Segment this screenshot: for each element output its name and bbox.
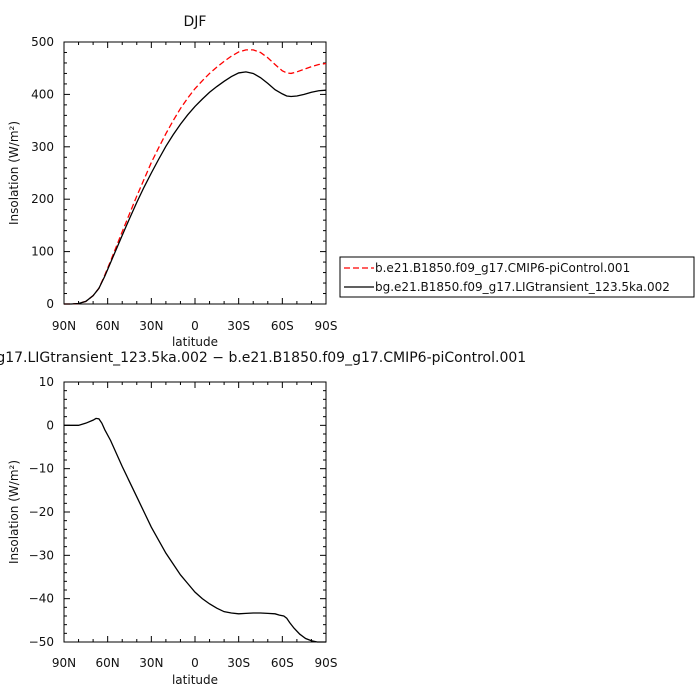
plot-frame (63, 41, 327, 305)
y-tick-label: −30 (29, 548, 54, 562)
x-tick-label: 30S (227, 656, 250, 670)
y-tick-label: −50 (29, 635, 54, 649)
y-tick-label: −20 (29, 505, 54, 519)
y-tick-label: 0 (46, 297, 54, 311)
y-tick-label: −10 (29, 462, 54, 476)
legend-label: bg.e21.B1850.f09_g17.LIGtransient_123.5k… (375, 280, 670, 294)
legend-label: b.e21.B1850.f09_g17.CMIP6-piControl.001 (375, 261, 630, 275)
x-tick-label: 90S (315, 319, 338, 333)
x-tick-label: 30N (139, 656, 163, 670)
x-tick-label: 90N (52, 656, 76, 670)
plot-frame (63, 381, 327, 643)
y-tick-label: 300 (31, 140, 54, 154)
x-tick-label: 30S (227, 319, 250, 333)
x-axis-title: latitude (172, 673, 218, 687)
x-tick-label: 60N (96, 656, 120, 670)
x-tick-label: 60S (271, 319, 294, 333)
x-tick-label: 0 (191, 319, 199, 333)
chart-title: DJF (184, 14, 207, 30)
y-tick-label: 500 (31, 35, 54, 49)
chart-title: bg.e21.B1850.f09_g17.LIGtransient_123.5k… (0, 350, 526, 366)
y-tick-label: 10 (39, 375, 54, 389)
top-panel-insolation-djf: DJF 90N 60N 30N 0 30S 60S 90S 0 100 200 300 400 500 la… (7, 14, 337, 349)
y-tick-label: 400 (31, 87, 54, 101)
x-tick-label: 30N (139, 319, 163, 333)
x-axis-title: latitude (172, 335, 218, 349)
y-axis-title: Insolation (W/m²) (7, 121, 21, 225)
y-tick-label: −40 (29, 592, 54, 606)
x-tick-label: 60N (96, 319, 120, 333)
x-tick-label: 60S (271, 656, 294, 670)
legend: b.e21.B1850.f09_g17.CMIP6-piControl.001b… (339, 256, 695, 298)
y-tick-label: 100 (31, 245, 54, 259)
y-axis-title: Insolation (W/m²) (7, 460, 21, 564)
x-tick-label: 0 (191, 656, 199, 670)
y-tick-label: 0 (46, 418, 54, 432)
y-tick-label: 200 (31, 192, 54, 206)
series-line-1 (64, 49, 327, 305)
x-tick-label: 90N (52, 319, 76, 333)
series-line-2 (64, 71, 327, 305)
bottom-panel-insolation-difference: bg.e21.B1850.f09_g17.LIGtransient_123.5k… (0, 350, 526, 687)
x-tick-label: 90S (315, 656, 338, 670)
series-line-1 (64, 417, 326, 643)
legend-box (339, 256, 695, 298)
